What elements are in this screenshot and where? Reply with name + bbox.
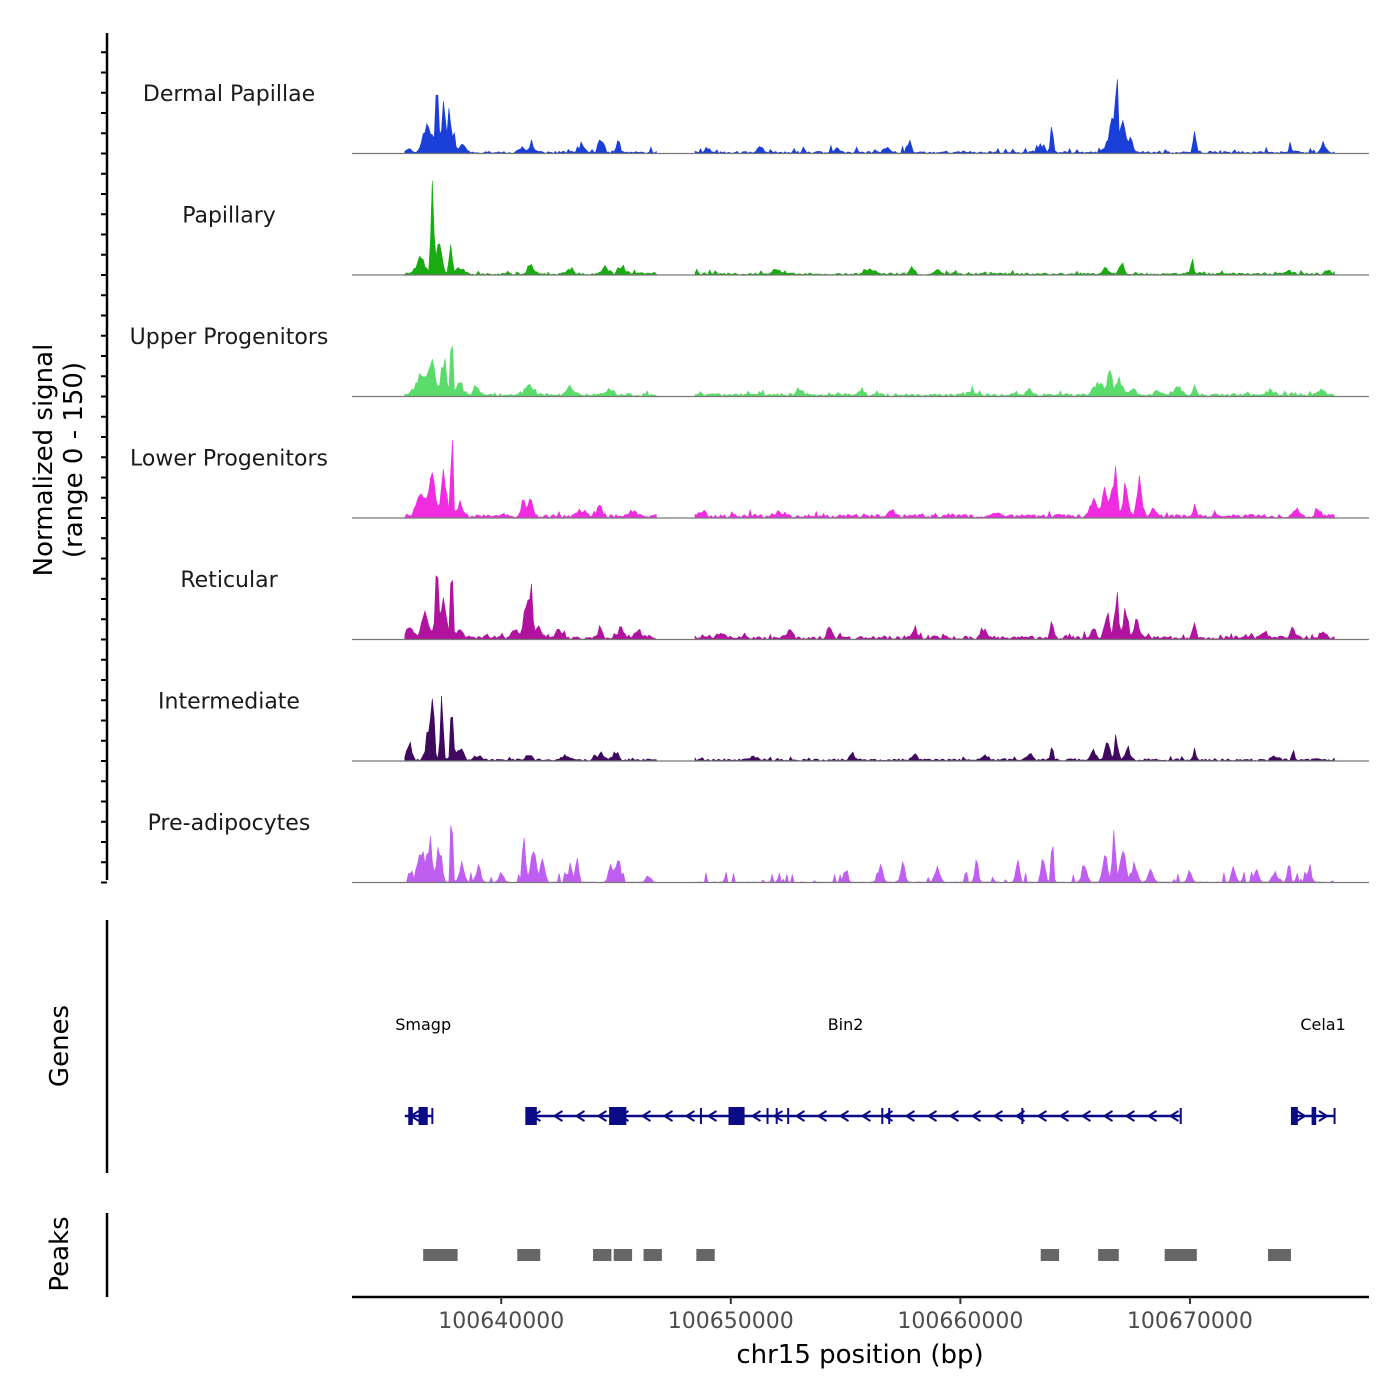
signal-area [404,695,1335,762]
exon [418,1107,428,1125]
strand-arrow [948,1110,960,1122]
track-label: Pre-adipocytes [148,811,311,836]
strand-arrow [1080,1110,1092,1122]
track-lower-progenitors: Lower Progenitors [130,440,1369,519]
signal-tracks: Dermal Papillae Papillary Upper Progenitor… [130,79,1369,884]
y-axis-title: Normalized signal (range 0 - 150) [29,344,89,577]
peak-region [613,1249,633,1261]
exon [728,1107,745,1125]
strand-arrow [750,1110,762,1122]
strand-arrow [640,1110,652,1122]
strand-arrow [1058,1110,1070,1122]
strand-arrow [860,1110,872,1122]
x-tick-label: 100670000 [1127,1309,1253,1334]
signal-area [404,440,1335,519]
x-tick-label: 100650000 [668,1309,794,1334]
signal-area [404,575,1335,641]
x-axis-title: chr15 position (bp) [736,1340,983,1370]
strand-arrow [838,1110,850,1122]
peak-region [643,1249,662,1261]
signal-area [404,346,1336,397]
gene-cela1: Cela1 [1290,1015,1346,1125]
strand-arrow [1318,1110,1329,1122]
strand-arrow [596,1110,608,1122]
strand-arrow [706,1110,718,1122]
gene-smagp: Smagp [395,1015,451,1125]
strand-arrow [970,1110,982,1122]
exon [609,1107,627,1125]
peaks-track-title: Peaks [45,1216,75,1291]
exon [1311,1107,1317,1125]
strand-arrow [772,1110,784,1122]
track-label: Intermediate [158,690,300,715]
signal-area [404,825,1336,884]
peak-region [1098,1249,1119,1261]
peak-region [423,1249,458,1261]
signal-area [404,180,1335,276]
strand-arrow [662,1110,674,1122]
track-intermediate: Intermediate [158,690,1369,762]
genes-track-title: Genes [45,1005,75,1087]
track-dermal-papillae: Dermal Papillae [143,79,1369,155]
peak-region [1040,1249,1060,1261]
strand-arrow [1102,1110,1114,1122]
x-tick-label: 100640000 [438,1309,564,1334]
strand-arrow [1296,1110,1307,1122]
peak-regions [423,1249,1291,1261]
track-label: Reticular [180,568,278,593]
strand-arrow [794,1110,806,1122]
track-label: Dermal Papillae [143,82,315,107]
x-tick-label: 100660000 [897,1309,1023,1334]
strand-arrow [904,1110,916,1122]
track-upper-progenitors: Upper Progenitors [130,325,1369,398]
peak-region [1267,1249,1291,1261]
exon [1290,1107,1298,1125]
signal-area [404,79,1336,154]
track-label: Upper Progenitors [130,325,329,350]
track-pre-adipocytes: Pre-adipocytes [148,811,1369,884]
gene-label: Cela1 [1300,1015,1345,1034]
track-reticular: Reticular [180,568,1369,641]
strand-arrow [1036,1110,1048,1122]
gene-label: Bin2 [828,1015,864,1034]
strand-arrow [1146,1110,1158,1122]
x-axis-ticks: 100640000 100650000 100660000 100670000 [438,1297,1253,1334]
strand-arrow [684,1110,696,1122]
strand-arrow [992,1110,1004,1122]
peak-region [696,1249,715,1261]
gene-annotations: Smagp Bin2 Cela1 [395,1015,1346,1125]
strand-arrow [574,1110,586,1122]
exon [525,1107,537,1125]
track-label: Papillary [182,204,276,229]
y-axis-title-line1: Normalized signal [29,344,59,577]
gene-label: Smagp [395,1015,451,1034]
strand-arrow [552,1110,564,1122]
track-label: Lower Progenitors [130,447,328,472]
peak-region [517,1249,541,1261]
strand-arrow [1124,1110,1136,1122]
strand-arrow [1168,1110,1180,1122]
y-axis-title-line2: (range 0 - 150) [59,362,89,558]
strand-arrow [926,1110,938,1122]
track-papillary: Papillary [182,180,1369,276]
gene-bin2: Bin2 [525,1015,1182,1125]
signal-y-ticks [101,51,107,884]
exon [408,1107,413,1125]
strand-arrow [816,1110,828,1122]
peak-region [593,1249,612,1261]
peak-region [1164,1249,1197,1261]
